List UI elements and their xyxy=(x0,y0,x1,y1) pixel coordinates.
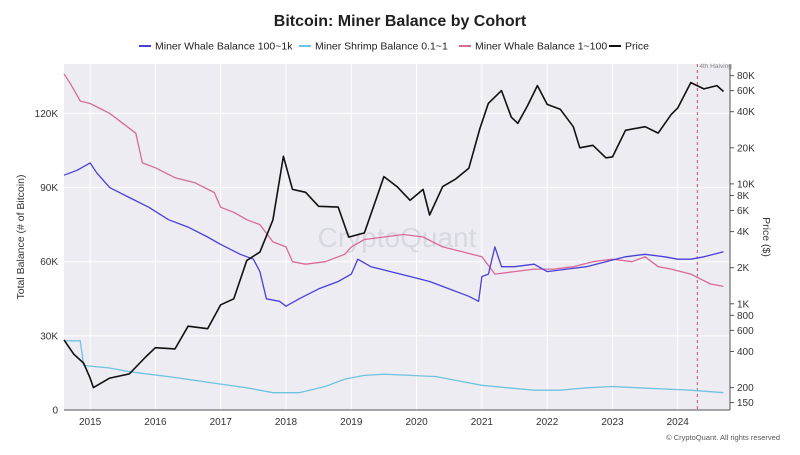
series-line-price xyxy=(63,81,725,389)
y-axis-left: 0 30K 60K 90K 120K xyxy=(35,109,59,417)
plot-area xyxy=(64,64,730,410)
series-line-miner-whale-balance-1-100 xyxy=(63,73,724,288)
y-right-tick-label: 8K xyxy=(737,191,750,202)
x-tick-label: 2023 xyxy=(601,417,624,428)
y-left-tick-label: 60K xyxy=(40,257,58,268)
x-axis: 2015 2016 2017 2018 2019 2020 2021 2022 2023 2024 xyxy=(64,409,730,428)
halving-label: 4th Halving xyxy=(699,63,732,70)
y-right-tick-label: 6K xyxy=(737,206,750,217)
y-right-tick-label: 80K xyxy=(737,71,755,82)
x-tick-label: 2015 xyxy=(79,417,102,428)
legend-label: Price xyxy=(625,41,649,53)
x-tick-label: 2018 xyxy=(275,417,298,428)
x-tick-label: 2019 xyxy=(340,417,363,428)
y-right-tick-label: 10K xyxy=(737,179,755,190)
y-right-tick-label: 800 xyxy=(737,311,754,322)
y-right-tick-label: 200 xyxy=(737,383,754,394)
y-right-tick-label: 4K xyxy=(737,227,750,238)
y-right-tick-label: 60K xyxy=(737,86,755,97)
y-right-tick-label: 20K xyxy=(737,143,755,154)
x-tick-label: 2024 xyxy=(667,417,690,428)
y-right-tick-label: 2K xyxy=(737,263,750,274)
series-line-miner-whale-balance-100-1k xyxy=(63,162,724,307)
y-axis-right-label: Price ($) xyxy=(760,217,772,257)
y-left-tick-label: 30K xyxy=(40,331,58,342)
legend: Miner Whale Balance 100~1k Miner Shrimp B… xyxy=(139,41,649,53)
y-right-tick-label: 1K xyxy=(737,299,750,310)
x-tick-label: 2020 xyxy=(405,417,428,428)
y-right-tick-label: 40K xyxy=(737,107,755,118)
y-left-tick-label: 90K xyxy=(40,183,58,194)
legend-label: Miner Whale Balance 100~1k xyxy=(155,41,293,53)
series-layer xyxy=(63,73,725,394)
x-tick-label: 2021 xyxy=(471,417,494,428)
y-right-tick-label: 400 xyxy=(737,347,754,358)
x-tick-label: 2016 xyxy=(144,417,167,428)
x-tick-label: 2022 xyxy=(536,417,559,428)
y-axis-left-label: Total Balance (# of Bitcoin) xyxy=(15,175,27,300)
y-right-tick-label: 600 xyxy=(737,326,754,337)
watermark: CryptoQuant xyxy=(318,222,477,253)
annotations: 4th Halving xyxy=(696,63,732,410)
series-line-miner-shrimp-balance-0-1-1 xyxy=(64,340,724,394)
y-right-tick-label: 150 xyxy=(737,398,754,409)
y-left-tick-label: 0 xyxy=(52,406,58,417)
legend-label: Miner Shrimp Balance 0.1~1 xyxy=(315,41,448,53)
x-tick-label: 2017 xyxy=(210,417,233,428)
y-left-tick-label: 120K xyxy=(35,109,59,120)
copyright-text: © CryptoQuant. All rights reserved xyxy=(666,433,780,442)
chart-title: Bitcoin: Miner Balance by Cohort xyxy=(274,13,527,30)
legend-label: Miner Whale Balance 1~100 xyxy=(475,41,607,53)
